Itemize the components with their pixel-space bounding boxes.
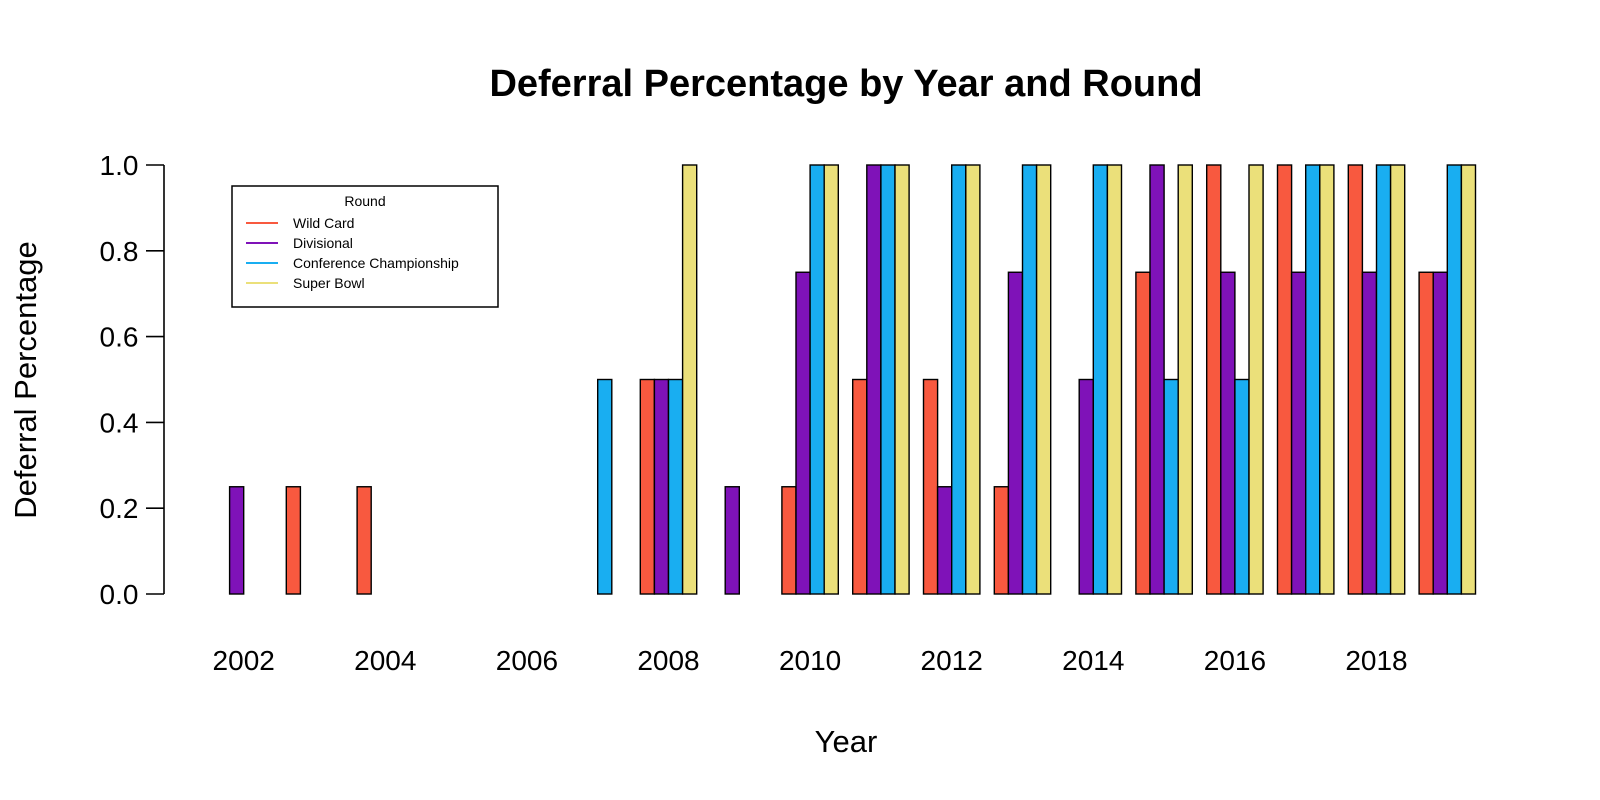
bar-2016-wild-card (1205, 164, 1222, 595)
bar-2017-conference-championship (1304, 164, 1321, 595)
bar-2011-wild-card (852, 378, 868, 595)
bars (228, 164, 1477, 595)
bar-2003-wild-card (285, 486, 302, 595)
bar-2017-wild-card (1276, 164, 1293, 595)
bar-2007-conference-championship (597, 378, 613, 595)
bar-2012-super-bowl (965, 164, 981, 595)
bar-2010-wild-card (781, 486, 797, 595)
chart-title: Deferral Percentage by Year and Round (489, 63, 1202, 105)
bar-2008-divisional (653, 378, 670, 595)
bar-2010-divisional (795, 271, 811, 595)
bar-2013-super-bowl (1035, 164, 1052, 595)
x-tick-label: 2016 (1204, 645, 1266, 676)
x-tick-label: 2008 (637, 645, 699, 676)
bar-2011-conference-championship (880, 164, 896, 595)
x-tick-label: 2002 (213, 645, 275, 676)
bar-2012-wild-card (922, 378, 939, 595)
x-tick-label: 2018 (1345, 645, 1407, 676)
bar-2008-super-bowl (681, 164, 698, 595)
bar-2016-conference-championship (1234, 378, 1250, 595)
bar-2019-super-bowl (1460, 164, 1477, 595)
y-axis: 0.0 0.2 0.4 0.6 0.8 1.0 (100, 150, 165, 610)
x-axis: 2002 2004 2006 2008 2010 2012 2014 2016 2018 (213, 645, 1408, 676)
bar-2002-divisional (228, 486, 245, 595)
bar-2015-wild-card (1135, 271, 1151, 595)
y-tick-label: 1.0 (100, 150, 139, 181)
bar-2010-super-bowl (823, 164, 840, 595)
bar-2015-super-bowl (1177, 164, 1193, 595)
bar-2018-conference-championship (1375, 164, 1392, 595)
legend: Round Wild Card Divisional Conference Cham… (231, 185, 499, 308)
y-tick-label: 0.6 (100, 322, 139, 353)
x-tick-label: 2012 (921, 645, 983, 676)
bar-2015-conference-championship (1163, 378, 1179, 595)
bar-2017-divisional (1290, 271, 1307, 595)
y-axis-label: Deferral Percentage (8, 241, 43, 518)
bar-2011-super-bowl (894, 164, 910, 595)
bar-2015-divisional (1149, 164, 1165, 595)
bar-2014-divisional (1078, 378, 1094, 595)
y-tick-label: 0.2 (100, 493, 139, 524)
bar-2014-conference-championship (1092, 164, 1109, 595)
bar-2016-super-bowl (1248, 164, 1264, 595)
bar-2019-wild-card (1418, 271, 1434, 595)
legend-item-label: Conference Championship (293, 255, 459, 271)
bar-2019-conference-championship (1446, 164, 1463, 595)
bar-2004-wild-card (356, 486, 372, 595)
bar-2014-super-bowl (1106, 164, 1123, 595)
bar-2012-conference-championship (951, 164, 967, 595)
x-tick-label: 2010 (779, 645, 841, 676)
bar-2018-super-bowl (1389, 164, 1406, 595)
bar-2013-divisional (1007, 271, 1024, 595)
bar-2008-wild-card (639, 378, 656, 595)
bar-2009-divisional (724, 486, 741, 595)
bar-2018-divisional (1361, 271, 1378, 595)
y-tick-label: 0.0 (100, 579, 139, 610)
legend-box (231, 185, 499, 308)
legend-item-label: Super Bowl (293, 275, 365, 291)
legend-item-label: Divisional (293, 235, 353, 251)
legend-item-label: Wild Card (293, 215, 354, 231)
y-tick-label: 0.4 (100, 407, 139, 438)
y-tick-label: 0.8 (100, 236, 139, 267)
x-tick-label: 2006 (496, 645, 558, 676)
bar-2011-divisional (866, 164, 882, 595)
x-axis-label: Year (815, 724, 878, 759)
legend-title: Round (344, 193, 385, 209)
bar-2013-wild-card (993, 486, 1010, 595)
x-tick-label: 2014 (1062, 645, 1124, 676)
bar-2012-divisional (936, 486, 953, 595)
bar-2016-divisional (1220, 271, 1236, 595)
bar-2017-super-bowl (1319, 164, 1335, 595)
x-tick-label: 2004 (354, 645, 416, 676)
bar-2008-conference-championship (667, 378, 684, 595)
bar-2010-conference-championship (809, 164, 825, 595)
bar-2018-wild-card (1347, 164, 1364, 595)
bar-2013-conference-championship (1021, 164, 1038, 595)
bar-2019-divisional (1432, 271, 1448, 595)
